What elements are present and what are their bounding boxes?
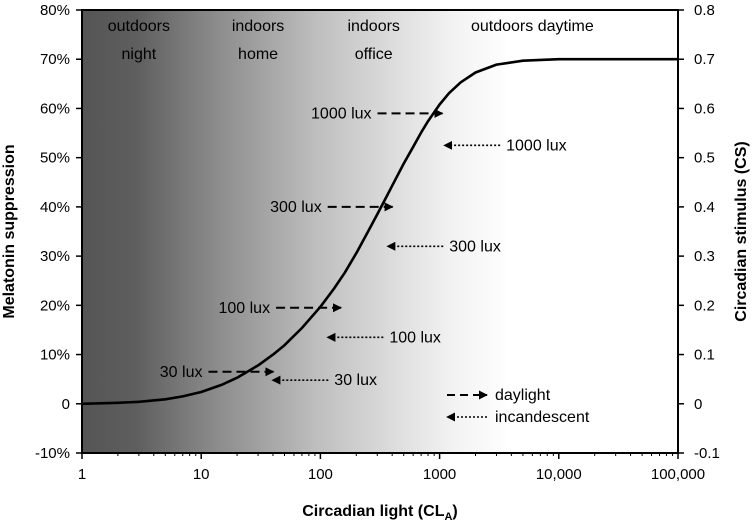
region-label-3-line1: outdoors daytime [471, 18, 594, 35]
plot-background [82, 10, 678, 453]
y-left-tick-label-8: 70% [40, 51, 70, 68]
region-label-2-line1: indoors [347, 18, 399, 35]
y-right-tick-label-0: -0.1 [694, 445, 720, 462]
y-right-axis-title: Circadian stimulus (CS) [733, 141, 750, 321]
x-axis-title-subscript: A [444, 511, 452, 521]
y-left-tick-label-4: 30% [40, 248, 70, 265]
x-axis-title-suffix: ) [452, 503, 457, 520]
x-axis-title: Circadian light (CLA) [302, 503, 458, 521]
y-right-tick-label-4: 0.3 [694, 248, 715, 265]
legend-label-incandescent: incandescent [495, 409, 590, 426]
y-left-tick-label-5: 40% [40, 199, 70, 216]
y-right-tick-label-9: 0.8 [694, 2, 715, 19]
region-label-0-line2: night [122, 46, 157, 63]
region-label-1-line1: indoors [232, 18, 284, 35]
y-right-tick-label-5: 0.4 [694, 199, 715, 216]
x-tick-label-4: 10,000 [536, 466, 582, 483]
x-tick-label-5: 100,000 [651, 466, 705, 483]
y-right-tick-label-7: 0.6 [694, 100, 715, 117]
x-tick-label-1: 10 [193, 466, 210, 483]
annotation-label-4: 100 lux [218, 300, 270, 317]
y-right-tick-label-8: 0.7 [694, 51, 715, 68]
y-left-axis-title: Melatonin suppression [1, 144, 18, 318]
annotation-label-0: 1000 lux [311, 105, 372, 122]
annotation-label-6: 30 lux [160, 364, 203, 381]
x-tick-label-3: 1000 [423, 466, 456, 483]
annotation-label-5: 100 lux [389, 329, 441, 346]
annotation-label-3: 300 lux [449, 238, 501, 255]
y-right-tick-label-3: 0.2 [694, 297, 715, 314]
region-label-1-line2: home [238, 46, 278, 63]
plot-frame [81, 9, 679, 454]
annotation-label-1: 1000 lux [506, 137, 566, 154]
x-axis-title-main: Circadian light (CL [302, 503, 444, 520]
y-left-tick-label-2: 10% [40, 347, 70, 364]
y-left-tick-label-0: -10% [35, 445, 70, 462]
x-tick-label-2: 100 [308, 466, 333, 483]
y-left-tick-label-1: 0 [62, 396, 70, 413]
x-tick-label-0: 1 [78, 466, 86, 483]
region-label-2-line2: office [355, 46, 393, 63]
y-left-tick-label-3: 20% [40, 297, 70, 314]
y-right-tick-label-1: 0 [694, 396, 702, 413]
y-left-tick-label-9: 80% [40, 2, 70, 19]
series-line-0 [81, 57, 678, 406]
annotation-label-7: 30 lux [334, 372, 377, 389]
legend-label-daylight: daylight [495, 387, 551, 404]
y-right-tick-label-6: 0.5 [694, 150, 715, 167]
annotation-label-2: 300 lux [270, 199, 322, 216]
region-label-0-line1: outdoors [108, 18, 170, 35]
y-left-tick-label-7: 60% [40, 100, 70, 117]
y-left-tick-label-6: 50% [40, 150, 70, 167]
y-right-tick-label-2: 0.1 [694, 347, 715, 364]
